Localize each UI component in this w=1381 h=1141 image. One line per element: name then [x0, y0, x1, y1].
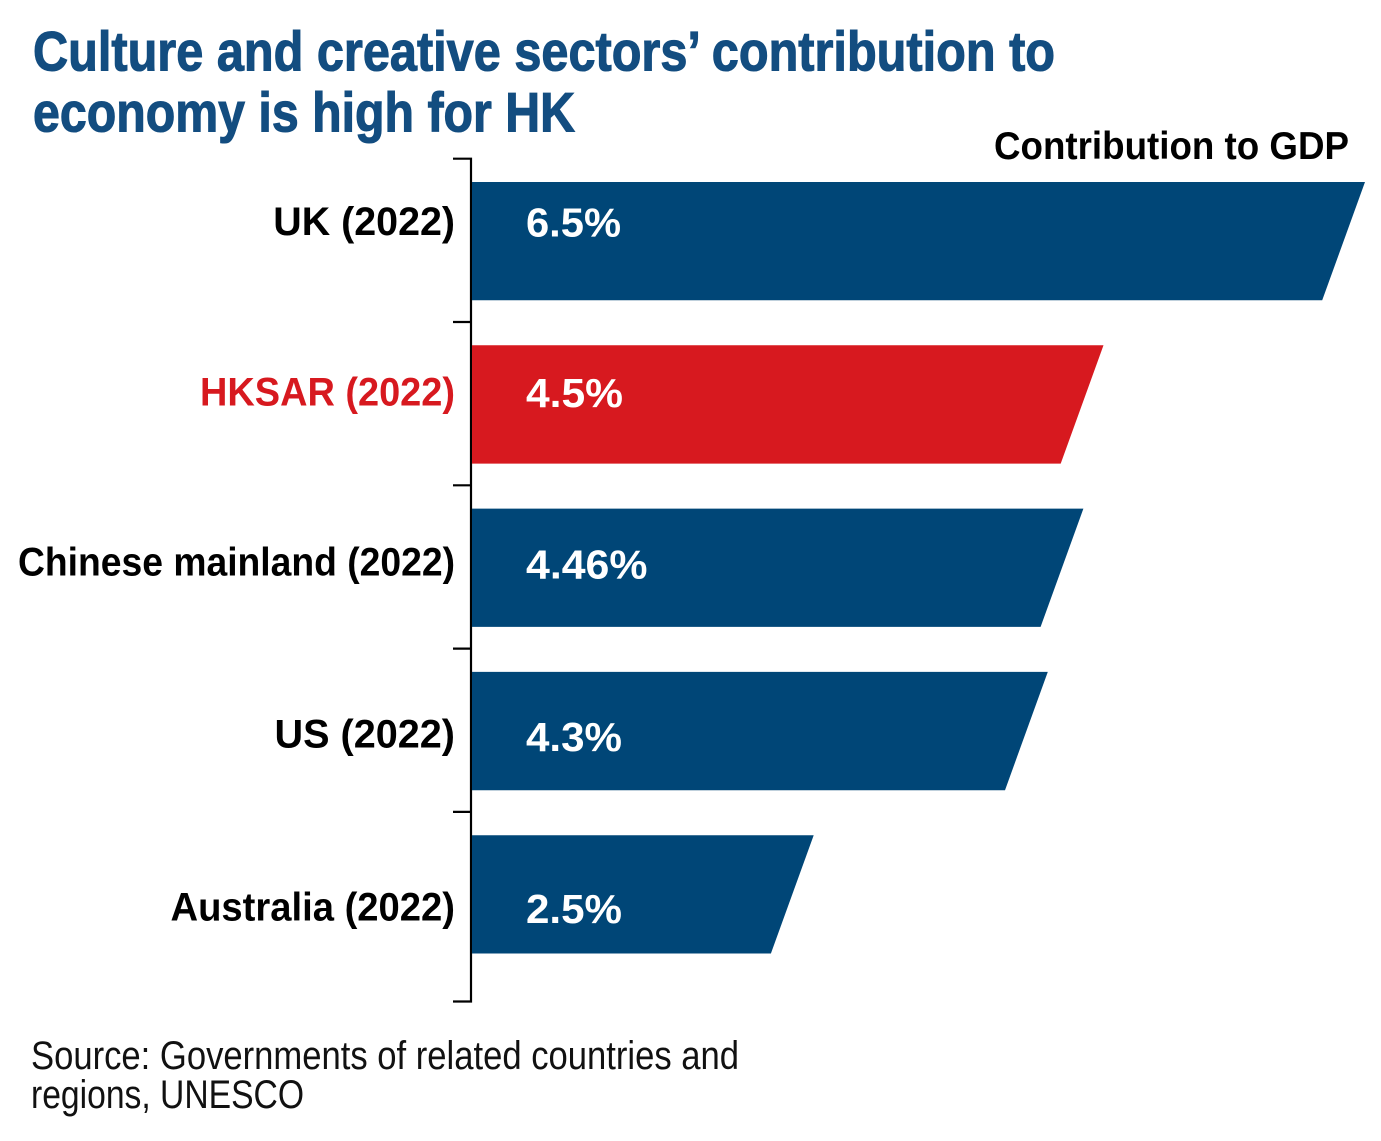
svg-text:economy is high for HK: economy is high for HK	[33, 81, 575, 144]
svg-text:Chinese mainland (2022): Chinese mainland (2022)	[18, 541, 455, 585]
svg-text:regions, UNESCO: regions, UNESCO	[31, 1073, 304, 1117]
svg-text:2.5%: 2.5%	[526, 886, 622, 932]
svg-text:HKSAR (2022): HKSAR (2022)	[200, 371, 455, 415]
svg-text:US (2022): US (2022)	[275, 713, 456, 757]
svg-text:6.5%: 6.5%	[526, 199, 621, 245]
svg-text:Contribution to GDP: Contribution to GDP	[994, 125, 1349, 168]
svg-text:Culture and creative sectors’: Culture and creative sectors’ contributi…	[33, 20, 1055, 83]
svg-text:UK (2022): UK (2022)	[273, 200, 455, 244]
svg-text:Source: Governments of related: Source: Governments of related countries…	[31, 1034, 739, 1078]
svg-text:4.3%: 4.3%	[526, 714, 622, 760]
svg-text:4.46%: 4.46%	[526, 542, 648, 588]
svg-text:4.5%: 4.5%	[526, 370, 623, 416]
svg-text:Australia (2022): Australia (2022)	[171, 885, 456, 929]
